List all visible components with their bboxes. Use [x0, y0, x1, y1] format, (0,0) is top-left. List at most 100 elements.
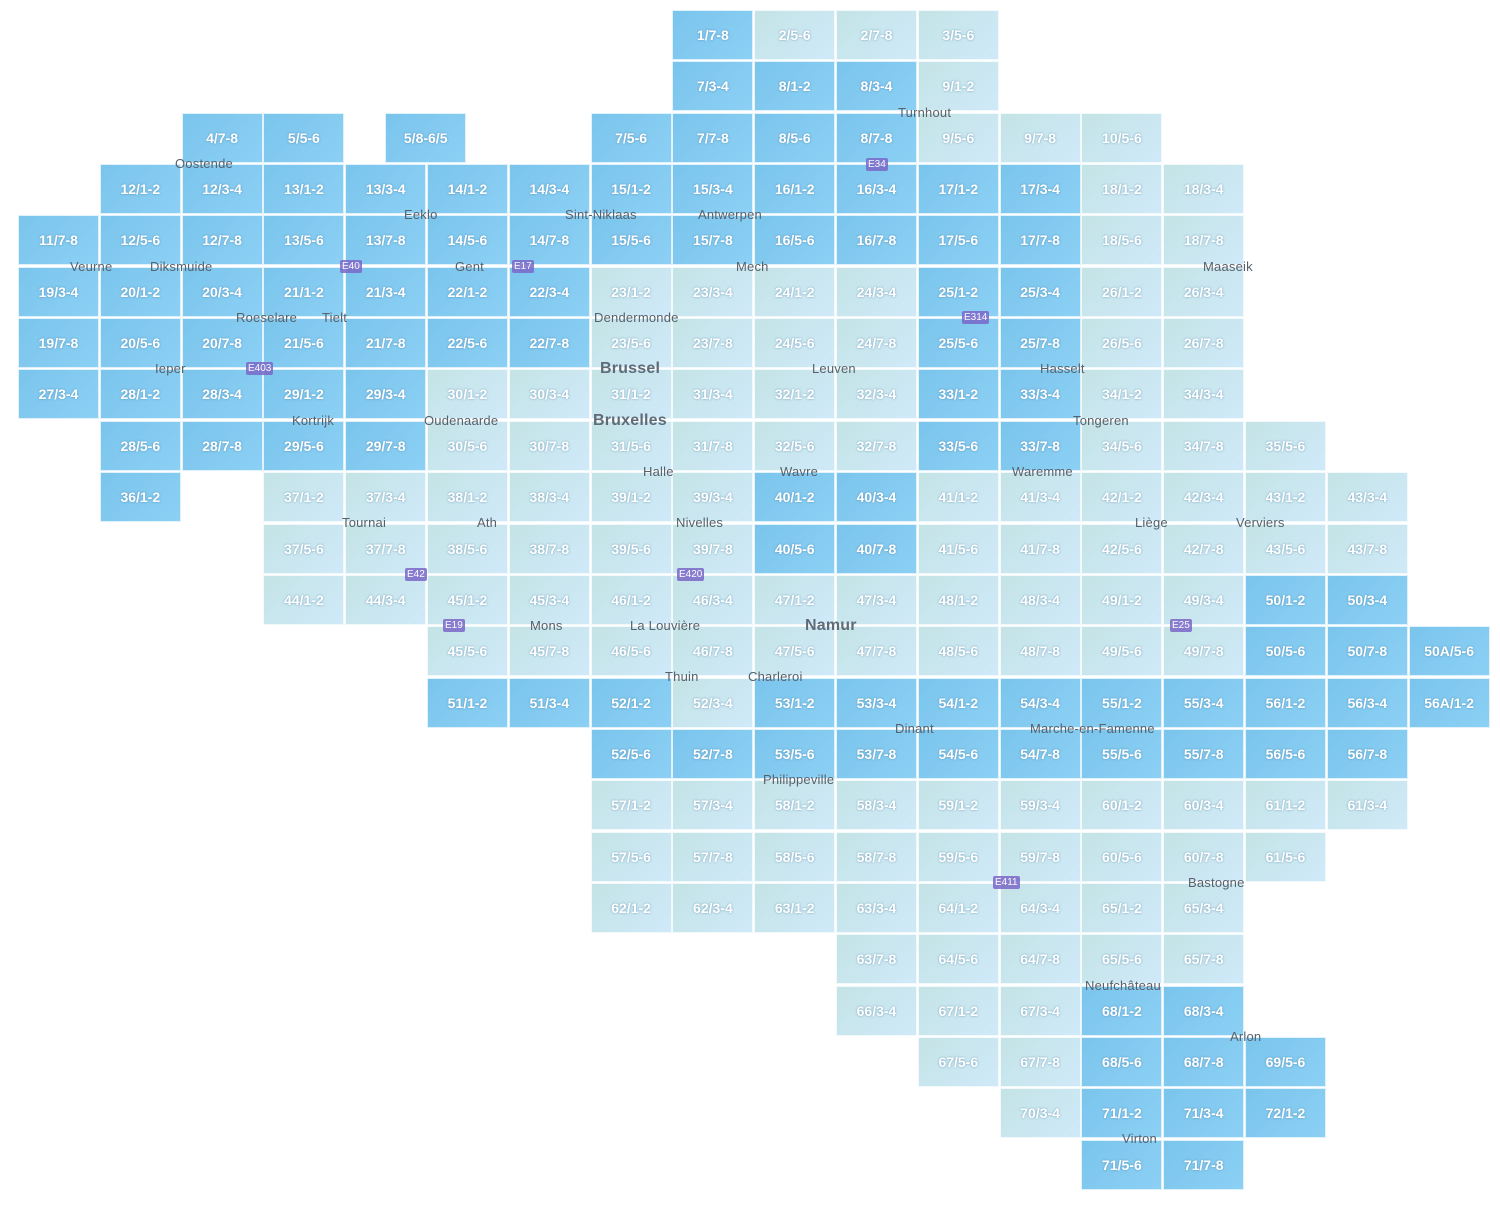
map-sheet-tile[interactable]: 41/5-6	[917, 523, 999, 574]
map-sheet-tile[interactable]: 15/3-4	[672, 164, 754, 215]
map-sheet-tile[interactable]: 28/5-6	[99, 420, 181, 471]
map-sheet-tile[interactable]: 53/3-4	[836, 677, 917, 728]
map-sheet-tile[interactable]: 37/3-4	[345, 472, 427, 523]
map-sheet-tile[interactable]: 61/1-2	[1245, 780, 1326, 831]
map-sheet-tile[interactable]: 4/7-8	[181, 112, 263, 163]
map-sheet-tile[interactable]: 31/1-2	[590, 369, 672, 420]
map-sheet-tile[interactable]: 68/5-6	[1081, 1037, 1163, 1087]
map-sheet-tile[interactable]: 26/3-4	[1163, 266, 1245, 317]
map-sheet-tile[interactable]: 23/3-4	[672, 266, 754, 317]
map-sheet-tile[interactable]: 18/5-6	[1081, 215, 1163, 266]
map-sheet-tile[interactable]: 52/7-8	[672, 728, 754, 779]
map-sheet-tile[interactable]: 60/3-4	[1163, 780, 1245, 831]
map-sheet-tile[interactable]: 25/7-8	[999, 318, 1081, 369]
map-sheet-tile[interactable]: 23/5-6	[590, 318, 672, 369]
map-sheet-tile[interactable]: 41/3-4	[999, 472, 1081, 523]
map-sheet-tile[interactable]: 57/5-6	[590, 831, 672, 882]
map-sheet-tile[interactable]: 16/1-2	[754, 164, 836, 215]
map-sheet-tile[interactable]: 12/1-2	[99, 164, 181, 215]
map-sheet-tile[interactable]: 19/3-4	[18, 266, 99, 317]
map-sheet-tile[interactable]: 71/7-8	[1163, 1139, 1245, 1190]
map-sheet-tile[interactable]: 45/7-8	[508, 626, 590, 677]
map-sheet-tile[interactable]: 20/7-8	[181, 318, 263, 369]
map-sheet-tile[interactable]: 20/5-6	[99, 318, 181, 369]
map-sheet-tile[interactable]: 31/3-4	[672, 369, 754, 420]
map-sheet-tile[interactable]: 38/5-6	[427, 523, 508, 574]
map-sheet-tile[interactable]: 53/7-8	[836, 728, 917, 779]
map-sheet-tile[interactable]: 37/5-6	[263, 523, 345, 574]
map-sheet-tile[interactable]: 39/1-2	[590, 472, 672, 523]
map-sheet-tile[interactable]: 42/7-8	[1163, 523, 1245, 574]
map-sheet-tile[interactable]: 48/3-4	[999, 574, 1081, 625]
map-sheet-tile[interactable]: 22/7-8	[508, 318, 590, 369]
map-sheet-tile[interactable]: 22/5-6	[427, 318, 508, 369]
map-sheet-tile[interactable]: 54/1-2	[917, 677, 999, 728]
map-sheet-tile[interactable]: 52/3-4	[672, 677, 754, 728]
map-sheet-tile[interactable]: 40/1-2	[754, 472, 836, 523]
map-sheet-tile[interactable]: 46/3-4	[672, 574, 754, 625]
map-sheet-tile[interactable]: 48/7-8	[999, 626, 1081, 677]
map-sheet-tile[interactable]: 16/7-8	[836, 215, 917, 266]
map-sheet-tile[interactable]: 55/3-4	[1163, 677, 1245, 728]
map-sheet-tile[interactable]: 42/1-2	[1081, 472, 1163, 523]
map-sheet-tile[interactable]: 67/3-4	[999, 985, 1081, 1036]
map-sheet-tile[interactable]: 47/7-8	[836, 626, 917, 677]
map-sheet-tile[interactable]: 56/7-8	[1326, 728, 1408, 779]
map-sheet-tile[interactable]: 11/7-8	[18, 215, 99, 266]
map-sheet-tile[interactable]: 3/5-6	[917, 10, 999, 60]
map-sheet-tile[interactable]: 48/1-2	[917, 574, 999, 625]
map-sheet-tile[interactable]: 25/5-6	[917, 318, 999, 369]
map-sheet-tile[interactable]: 66/3-4	[836, 985, 917, 1036]
map-sheet-tile[interactable]: 14/1-2	[427, 164, 508, 215]
map-sheet-tile[interactable]: 50/3-4	[1326, 574, 1408, 625]
map-sheet-tile[interactable]: 41/1-2	[917, 472, 999, 523]
map-sheet-tile[interactable]: 57/1-2	[590, 780, 672, 831]
map-sheet-tile[interactable]: 38/7-8	[508, 523, 590, 574]
map-sheet-tile[interactable]: 24/1-2	[754, 266, 836, 317]
map-sheet-tile[interactable]: 51/1-2	[427, 677, 508, 728]
map-sheet-tile[interactable]: 24/5-6	[754, 318, 836, 369]
map-sheet-tile[interactable]: 47/5-6	[754, 626, 836, 677]
map-sheet-tile[interactable]: 59/7-8	[999, 831, 1081, 882]
map-sheet-tile[interactable]: 68/7-8	[1163, 1037, 1245, 1087]
map-sheet-tile[interactable]: 62/1-2	[590, 883, 672, 933]
map-sheet-tile[interactable]: 38/3-4	[508, 472, 590, 523]
map-sheet-tile[interactable]: 33/5-6	[917, 420, 999, 471]
map-sheet-tile[interactable]: 29/3-4	[345, 369, 427, 420]
map-sheet-tile[interactable]: 65/5-6	[1081, 934, 1163, 985]
map-sheet-tile[interactable]: 57/3-4	[672, 780, 754, 831]
map-sheet-tile[interactable]: 31/7-8	[672, 420, 754, 471]
map-sheet-tile[interactable]: 14/5-6	[427, 215, 508, 266]
map-sheet-tile[interactable]: 53/1-2	[754, 677, 836, 728]
map-sheet-tile[interactable]: 17/3-4	[999, 164, 1081, 215]
map-sheet-tile[interactable]: 50/1-2	[1245, 574, 1326, 625]
map-sheet-tile[interactable]: 37/7-8	[345, 523, 427, 574]
map-sheet-tile[interactable]: 32/7-8	[836, 420, 917, 471]
map-sheet-tile[interactable]: 65/1-2	[1081, 883, 1163, 933]
map-sheet-tile[interactable]: 47/1-2	[754, 574, 836, 625]
map-sheet-tile[interactable]: 45/3-4	[508, 574, 590, 625]
map-sheet-tile[interactable]: 28/3-4	[181, 369, 263, 420]
map-sheet-tile[interactable]: 22/3-4	[508, 266, 590, 317]
map-sheet-tile[interactable]: 21/5-6	[263, 318, 345, 369]
map-sheet-tile[interactable]: 34/5-6	[1081, 420, 1163, 471]
map-sheet-tile[interactable]: 13/7-8	[345, 215, 427, 266]
map-sheet-tile[interactable]: 30/1-2	[427, 369, 508, 420]
map-sheet-tile[interactable]: 48/5-6	[917, 626, 999, 677]
map-sheet-tile[interactable]: 49/1-2	[1081, 574, 1163, 625]
map-sheet-tile[interactable]: 55/5-6	[1081, 728, 1163, 779]
map-sheet-tile[interactable]: 44/3-4	[345, 574, 427, 625]
map-sheet-tile[interactable]: 12/5-6	[99, 215, 181, 266]
map-sheet-tile[interactable]: 13/3-4	[345, 164, 427, 215]
map-sheet-tile[interactable]: 12/7-8	[181, 215, 263, 266]
map-sheet-tile[interactable]: 42/3-4	[1163, 472, 1245, 523]
map-sheet-tile[interactable]: 33/1-2	[917, 369, 999, 420]
map-sheet-tile[interactable]: 18/3-4	[1163, 164, 1245, 215]
map-sheet-tile[interactable]: 34/7-8	[1163, 420, 1245, 471]
map-sheet-tile[interactable]: 52/5-6	[590, 728, 672, 779]
map-sheet-tile[interactable]: 49/3-4	[1163, 574, 1245, 625]
map-sheet-tile[interactable]: 18/7-8	[1163, 215, 1245, 266]
map-sheet-tile[interactable]: 43/3-4	[1326, 472, 1408, 523]
map-sheet-tile[interactable]: 49/7-8	[1163, 626, 1245, 677]
map-sheet-tile[interactable]: 17/5-6	[917, 215, 999, 266]
